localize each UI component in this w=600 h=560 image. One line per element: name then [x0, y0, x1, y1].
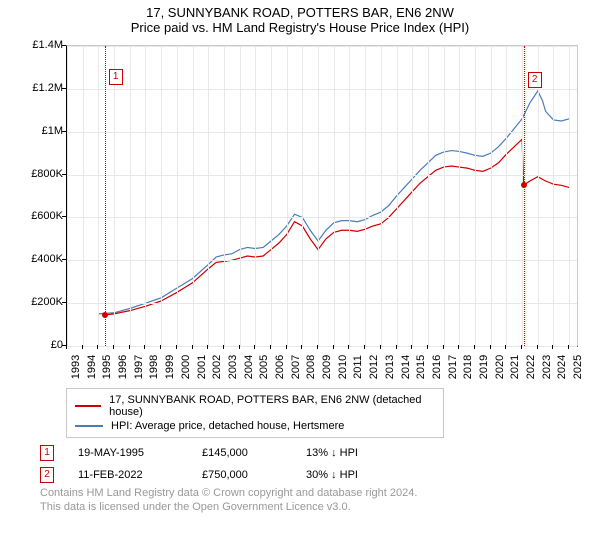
marker-row-price: £750,000 [202, 469, 282, 481]
marker-row-hpi: 13% ↓ HPI [306, 447, 386, 459]
x-tick-label: 1994 [86, 355, 98, 379]
y-tick-label: £1M [28, 125, 63, 137]
y-tick-label: £1.4M [28, 39, 63, 51]
x-tick-label: 2018 [462, 355, 474, 379]
x-tick-label: 2021 [509, 355, 521, 379]
marker-row-date: 11-FEB-2022 [78, 469, 178, 481]
y-tick-label: £200K [28, 296, 63, 308]
x-tick-label: 2025 [572, 355, 584, 379]
marker-row-hpi: 30% ↓ HPI [306, 469, 386, 481]
marker-row-num: 1 [40, 445, 54, 461]
x-tick-label: 2003 [227, 355, 239, 379]
x-tick-label: 2014 [400, 355, 412, 379]
chart-container: 17, SUNNYBANK ROAD, POTTERS BAR, EN6 2NW… [0, 0, 600, 560]
x-tick-label: 2013 [384, 355, 396, 379]
marker-row-date: 19-MAY-1995 [78, 447, 178, 459]
x-tick-label: 1997 [133, 355, 145, 379]
disclaimer-line2: This data is licensed under the Open Gov… [40, 500, 600, 514]
x-tick-label: 2019 [478, 355, 490, 379]
disclaimer: Contains HM Land Registry data © Crown c… [40, 486, 600, 515]
y-tick-label: £400K [28, 253, 63, 265]
x-tick-label: 2016 [431, 355, 443, 379]
x-tick-label: 2007 [290, 355, 302, 379]
x-tick-label: 2020 [494, 355, 506, 379]
marker-row: 2 11-FEB-2022 £750,000 30% ↓ HPI [40, 464, 600, 486]
chart-area: 12 £0£200K£400K£600K£800K£1M£1.2M£1.4M19… [28, 40, 588, 380]
y-tick-label: £600K [28, 210, 63, 222]
legend-label: 17, SUNNYBANK ROAD, POTTERS BAR, EN6 2NW… [109, 394, 435, 418]
legend-item: 17, SUNNYBANK ROAD, POTTERS BAR, EN6 2NW… [75, 393, 435, 419]
x-tick-label: 2024 [556, 355, 568, 379]
series-property [105, 139, 569, 315]
x-tick-label: 2006 [274, 355, 286, 379]
x-tick-label: 1993 [70, 355, 82, 379]
x-tick-label: 2010 [337, 355, 349, 379]
chart-subtitle: Price paid vs. HM Land Registry's House … [0, 20, 600, 40]
x-tick-label: 1998 [148, 355, 160, 379]
x-tick-label: 2022 [525, 355, 537, 379]
plot-region: 12 [66, 45, 578, 347]
legend-swatch [75, 405, 101, 407]
marker-row-price: £145,000 [202, 447, 282, 459]
x-tick-label: 2005 [258, 355, 270, 379]
y-tick-label: £1.2M [28, 82, 63, 94]
x-tick-label: 2017 [447, 355, 459, 379]
x-tick-label: 2015 [415, 355, 427, 379]
marker-2: 2 [528, 72, 542, 88]
x-tick-label: 1996 [117, 355, 129, 379]
marker-row: 1 19-MAY-1995 £145,000 13% ↓ HPI [40, 442, 600, 464]
marker-table: 1 19-MAY-1995 £145,000 13% ↓ HPI 2 11-FEB-202… [40, 442, 600, 486]
x-tick-label: 2002 [211, 355, 223, 379]
line-svg [67, 46, 577, 346]
x-tick-label: 2009 [321, 355, 333, 379]
x-tick-label: 2004 [243, 355, 255, 379]
x-tick-label: 2001 [196, 355, 208, 379]
x-tick-label: 2008 [305, 355, 317, 379]
x-tick-label: 2000 [180, 355, 192, 379]
x-tick-label: 2023 [541, 355, 553, 379]
legend: 17, SUNNYBANK ROAD, POTTERS BAR, EN6 2NW… [66, 388, 444, 438]
marker-row-num: 2 [40, 467, 54, 483]
disclaimer-line1: Contains HM Land Registry data © Crown c… [40, 486, 600, 500]
x-tick-label: 2011 [352, 355, 364, 379]
legend-label: HPI: Average price, detached house, Hert… [111, 420, 344, 432]
chart-title: 17, SUNNYBANK ROAD, POTTERS BAR, EN6 2NW [0, 0, 600, 20]
marker-1: 1 [109, 69, 123, 85]
x-tick-label: 1999 [164, 355, 176, 379]
legend-item: HPI: Average price, detached house, Hert… [75, 419, 435, 433]
y-tick-label: £0 [28, 339, 63, 351]
legend-swatch [75, 425, 103, 427]
y-tick-label: £800K [28, 168, 63, 180]
x-tick-label: 1995 [101, 355, 113, 379]
x-tick-label: 2012 [368, 355, 380, 379]
